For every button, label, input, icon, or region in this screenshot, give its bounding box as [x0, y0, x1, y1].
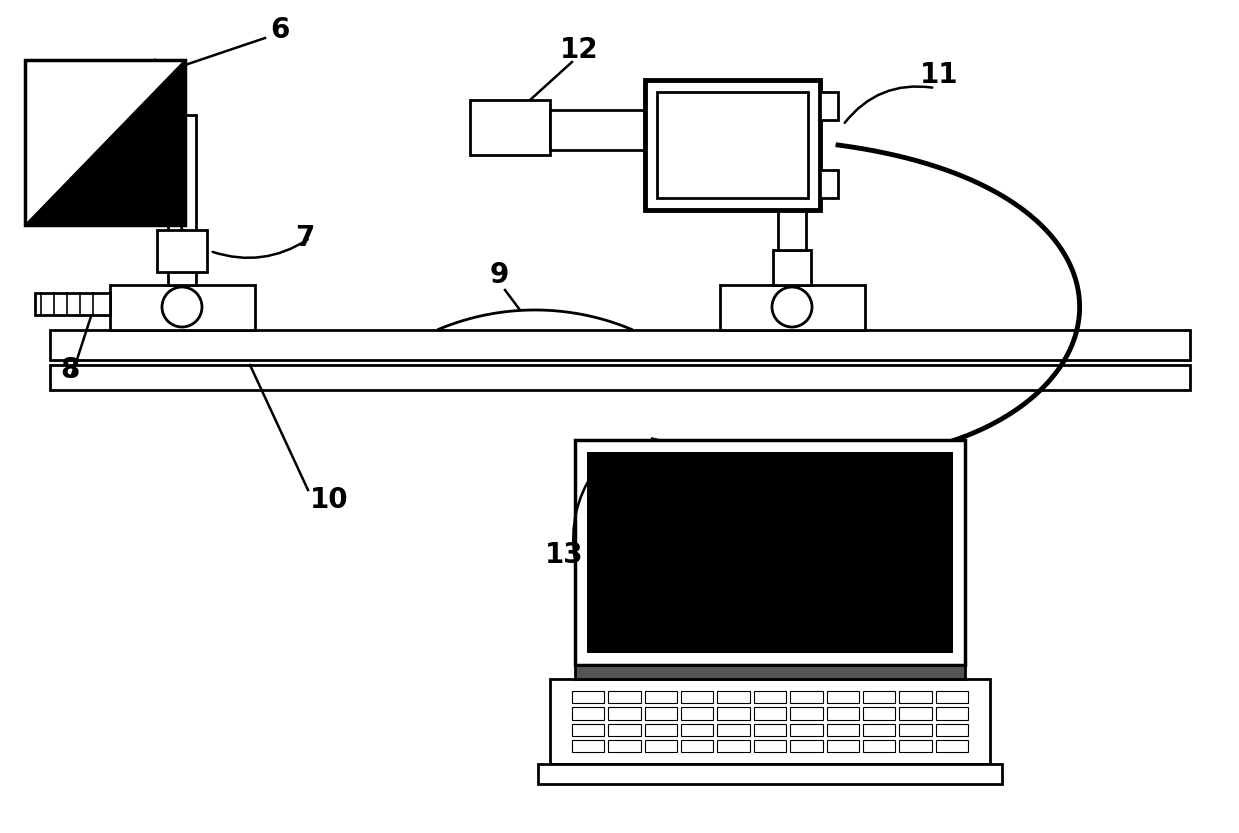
Bar: [644, 707, 676, 720]
Bar: [826, 707, 859, 720]
Text: 8: 8: [59, 356, 79, 384]
Bar: [717, 740, 750, 752]
Bar: [778, 195, 807, 250]
Bar: [646, 80, 820, 210]
Bar: [50, 365, 1189, 390]
Bar: [720, 285, 865, 330]
Bar: [572, 691, 605, 703]
Bar: [50, 330, 1189, 360]
Bar: [717, 691, 750, 703]
Bar: [572, 740, 605, 752]
Bar: [753, 740, 787, 752]
Bar: [790, 707, 823, 720]
Bar: [790, 691, 823, 703]
Bar: [572, 724, 605, 736]
Bar: [790, 740, 823, 752]
Bar: [169, 115, 196, 285]
Bar: [644, 740, 676, 752]
Text: 12: 12: [560, 36, 598, 64]
Bar: [644, 724, 676, 736]
Bar: [753, 691, 787, 703]
Bar: [681, 707, 714, 720]
Bar: [862, 740, 896, 752]
Text: 6: 6: [270, 16, 290, 44]
Bar: [826, 740, 859, 752]
Bar: [681, 691, 714, 703]
Bar: [608, 740, 641, 752]
Bar: [900, 707, 932, 720]
Bar: [935, 691, 968, 703]
Bar: [572, 707, 605, 720]
Bar: [681, 740, 714, 752]
Bar: [717, 724, 750, 736]
Bar: [900, 724, 932, 736]
Bar: [608, 691, 641, 703]
Bar: [826, 724, 859, 736]
Bar: [900, 691, 932, 703]
Text: 11: 11: [921, 61, 959, 89]
Circle shape: [162, 287, 202, 327]
Bar: [608, 724, 641, 736]
Bar: [862, 707, 896, 720]
Text: 10: 10: [310, 486, 348, 514]
Bar: [25, 60, 185, 225]
Bar: [575, 665, 965, 679]
Bar: [550, 110, 646, 150]
Bar: [608, 707, 641, 720]
Bar: [575, 440, 965, 665]
Bar: [550, 679, 990, 764]
Bar: [110, 285, 255, 330]
Bar: [862, 691, 896, 703]
Bar: [826, 691, 859, 703]
Bar: [790, 724, 823, 736]
Bar: [717, 707, 750, 720]
Circle shape: [772, 287, 812, 327]
Bar: [157, 230, 207, 272]
Bar: [753, 724, 787, 736]
Bar: [538, 764, 1002, 784]
Bar: [657, 92, 808, 198]
Polygon shape: [25, 60, 185, 225]
Bar: [587, 452, 953, 653]
Bar: [35, 293, 110, 315]
Bar: [935, 724, 968, 736]
Bar: [681, 724, 714, 736]
Text: 13: 13: [545, 541, 584, 569]
Bar: [820, 170, 838, 198]
Bar: [773, 250, 812, 285]
Text: 9: 9: [489, 261, 509, 289]
Bar: [644, 691, 676, 703]
Text: 7: 7: [295, 224, 315, 252]
Bar: [935, 740, 968, 752]
Bar: [820, 92, 838, 120]
Bar: [470, 100, 550, 155]
Bar: [900, 740, 932, 752]
Bar: [753, 707, 787, 720]
Bar: [862, 724, 896, 736]
Bar: [935, 707, 968, 720]
